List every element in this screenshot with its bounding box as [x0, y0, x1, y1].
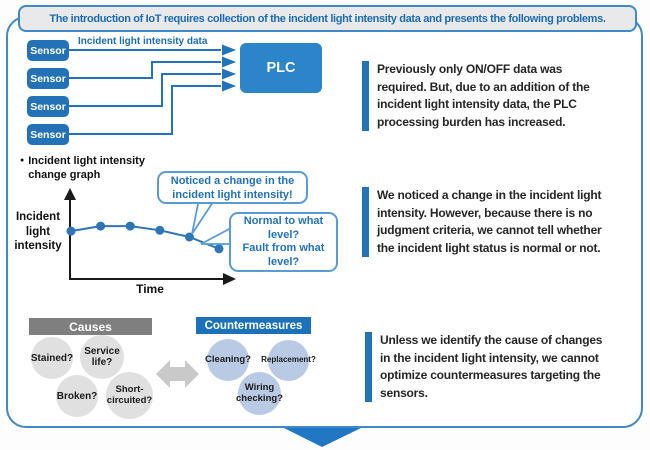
countermeasures-header: Countermeasures — [196, 317, 311, 334]
sensor-box-3: Sensor — [27, 96, 69, 117]
countermeasure-cleaning: Cleaning? — [205, 339, 251, 381]
graph-title-text: Incident light intensity change graph — [28, 155, 145, 181]
speech-bubble-noticed-change: Noticed a change in the incident light i… — [157, 171, 308, 204]
causes-header: Causes — [29, 318, 152, 335]
bullet-icon: ● — [20, 157, 25, 164]
cause-stained: Stained? — [31, 337, 73, 379]
sensor-box-1: Sensor — [27, 40, 69, 61]
y-axis-label: Incident light intensity — [14, 211, 62, 252]
plc-box: PLC — [240, 43, 322, 93]
cause-service-life: Service life? — [80, 335, 124, 379]
accent-bar — [365, 332, 372, 402]
accent-bar — [362, 61, 369, 131]
speech-bubble-judgment-criteria: Normal to what level? Fault from what le… — [229, 212, 338, 272]
problem-paragraph-judgment-criteria: We noticed a change in the incident ligh… — [362, 187, 602, 257]
problem-paragraph-cause-identification: Unless we identify the cause of changes i… — [365, 332, 602, 402]
sensor-box-4: Sensor — [27, 124, 69, 145]
sensor-box-2: Sensor — [27, 68, 69, 89]
cause-short-circuited: Short-circuited? — [106, 372, 153, 419]
title-banner: The introduction of IoT requires collect… — [18, 5, 637, 32]
graph-title: ● Incident light intensity change graph — [20, 154, 145, 182]
countermeasure-wiring-checking: Wiring checking? — [236, 372, 283, 415]
x-axis-label: Time — [136, 282, 164, 296]
bottom-arrow-icon — [284, 428, 361, 447]
countermeasure-replacement: Replacement? — [261, 340, 316, 381]
data-flow-label: Incident light intensity data — [78, 36, 208, 47]
problem-paragraph-plc-burden: Previously only ON/OFF data was required.… — [362, 61, 590, 131]
cause-broken: Broken? — [56, 375, 98, 417]
accent-bar — [362, 187, 369, 257]
